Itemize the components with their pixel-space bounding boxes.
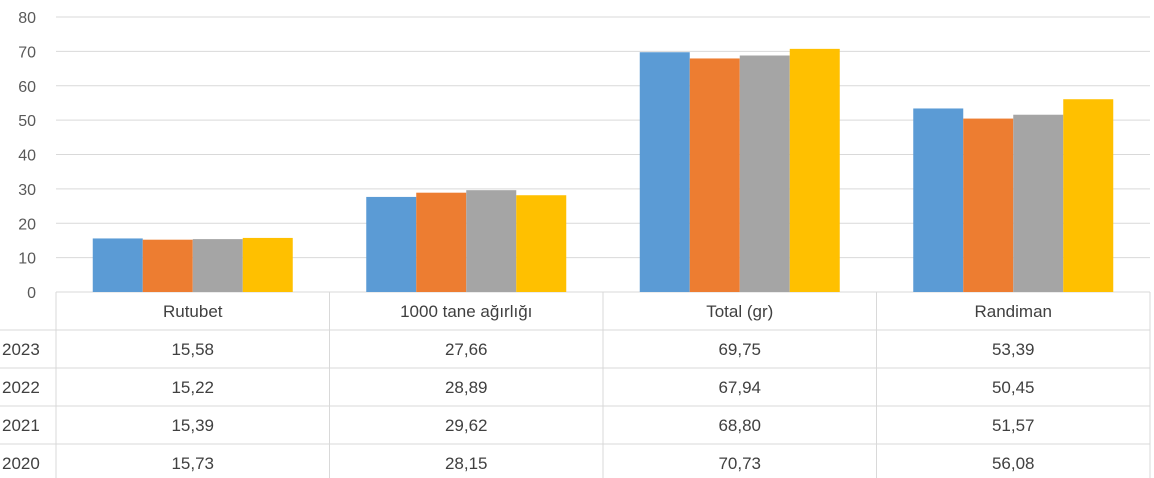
table-value: 15,73 [171, 454, 214, 473]
table-value: 51,57 [992, 416, 1035, 435]
table-value: 27,66 [445, 340, 488, 359]
y-tick-label: 10 [18, 251, 36, 268]
series-label-2021: 2021 [2, 416, 40, 435]
bar-2020-1 [242, 237, 293, 292]
category-label: Rutubet [163, 302, 223, 321]
series-label-2020: 2020 [2, 454, 40, 473]
bar-2020-2 [516, 195, 567, 292]
bar-2022-2 [416, 192, 467, 292]
table-value: 28,15 [445, 454, 488, 473]
table-value: 28,89 [445, 378, 488, 397]
y-tick-label: 50 [18, 113, 36, 130]
bar-2020-3 [789, 48, 840, 292]
y-tick-label: 30 [18, 182, 36, 199]
bar-2021-4 [1013, 114, 1064, 293]
table-value: 15,39 [171, 416, 214, 435]
table-value: 67,94 [718, 378, 761, 397]
bar-2023-1 [92, 238, 143, 292]
bar-2023-2 [366, 196, 417, 292]
bar-2022-1 [142, 239, 193, 292]
y-tick-label: 40 [18, 148, 36, 165]
table-value: 15,22 [171, 378, 214, 397]
bar-2023-4 [913, 108, 964, 292]
table-value: 53,39 [992, 340, 1035, 359]
table-value: 70,73 [718, 454, 761, 473]
bar-2022-4 [963, 118, 1014, 292]
category-label: Randiman [975, 302, 1053, 321]
category-label: 1000 tane ağırlığı [400, 302, 532, 321]
table-value: 29,62 [445, 416, 488, 435]
y-tick-label: 70 [18, 44, 36, 61]
bar-2023-3 [639, 52, 690, 292]
y-tick-label: 80 [18, 10, 36, 27]
table-value: 68,80 [718, 416, 761, 435]
category-label: Total (gr) [706, 302, 773, 321]
series-label-2022: 2022 [2, 378, 40, 397]
y-tick-label: 60 [18, 79, 36, 96]
table-value: 69,75 [718, 340, 761, 359]
bar-2020-4 [1063, 99, 1114, 292]
series-label-2023: 2023 [2, 340, 40, 359]
y-tick-label: 0 [27, 285, 36, 302]
table-value: 15,58 [171, 340, 214, 359]
y-tick-label: 20 [18, 216, 36, 233]
bar-2022-3 [689, 58, 740, 292]
bar-2021-1 [192, 239, 243, 292]
table-value: 56,08 [992, 454, 1035, 473]
bar-2021-2 [466, 190, 517, 292]
table-value: 50,45 [992, 378, 1035, 397]
bar-2021-3 [739, 55, 790, 292]
